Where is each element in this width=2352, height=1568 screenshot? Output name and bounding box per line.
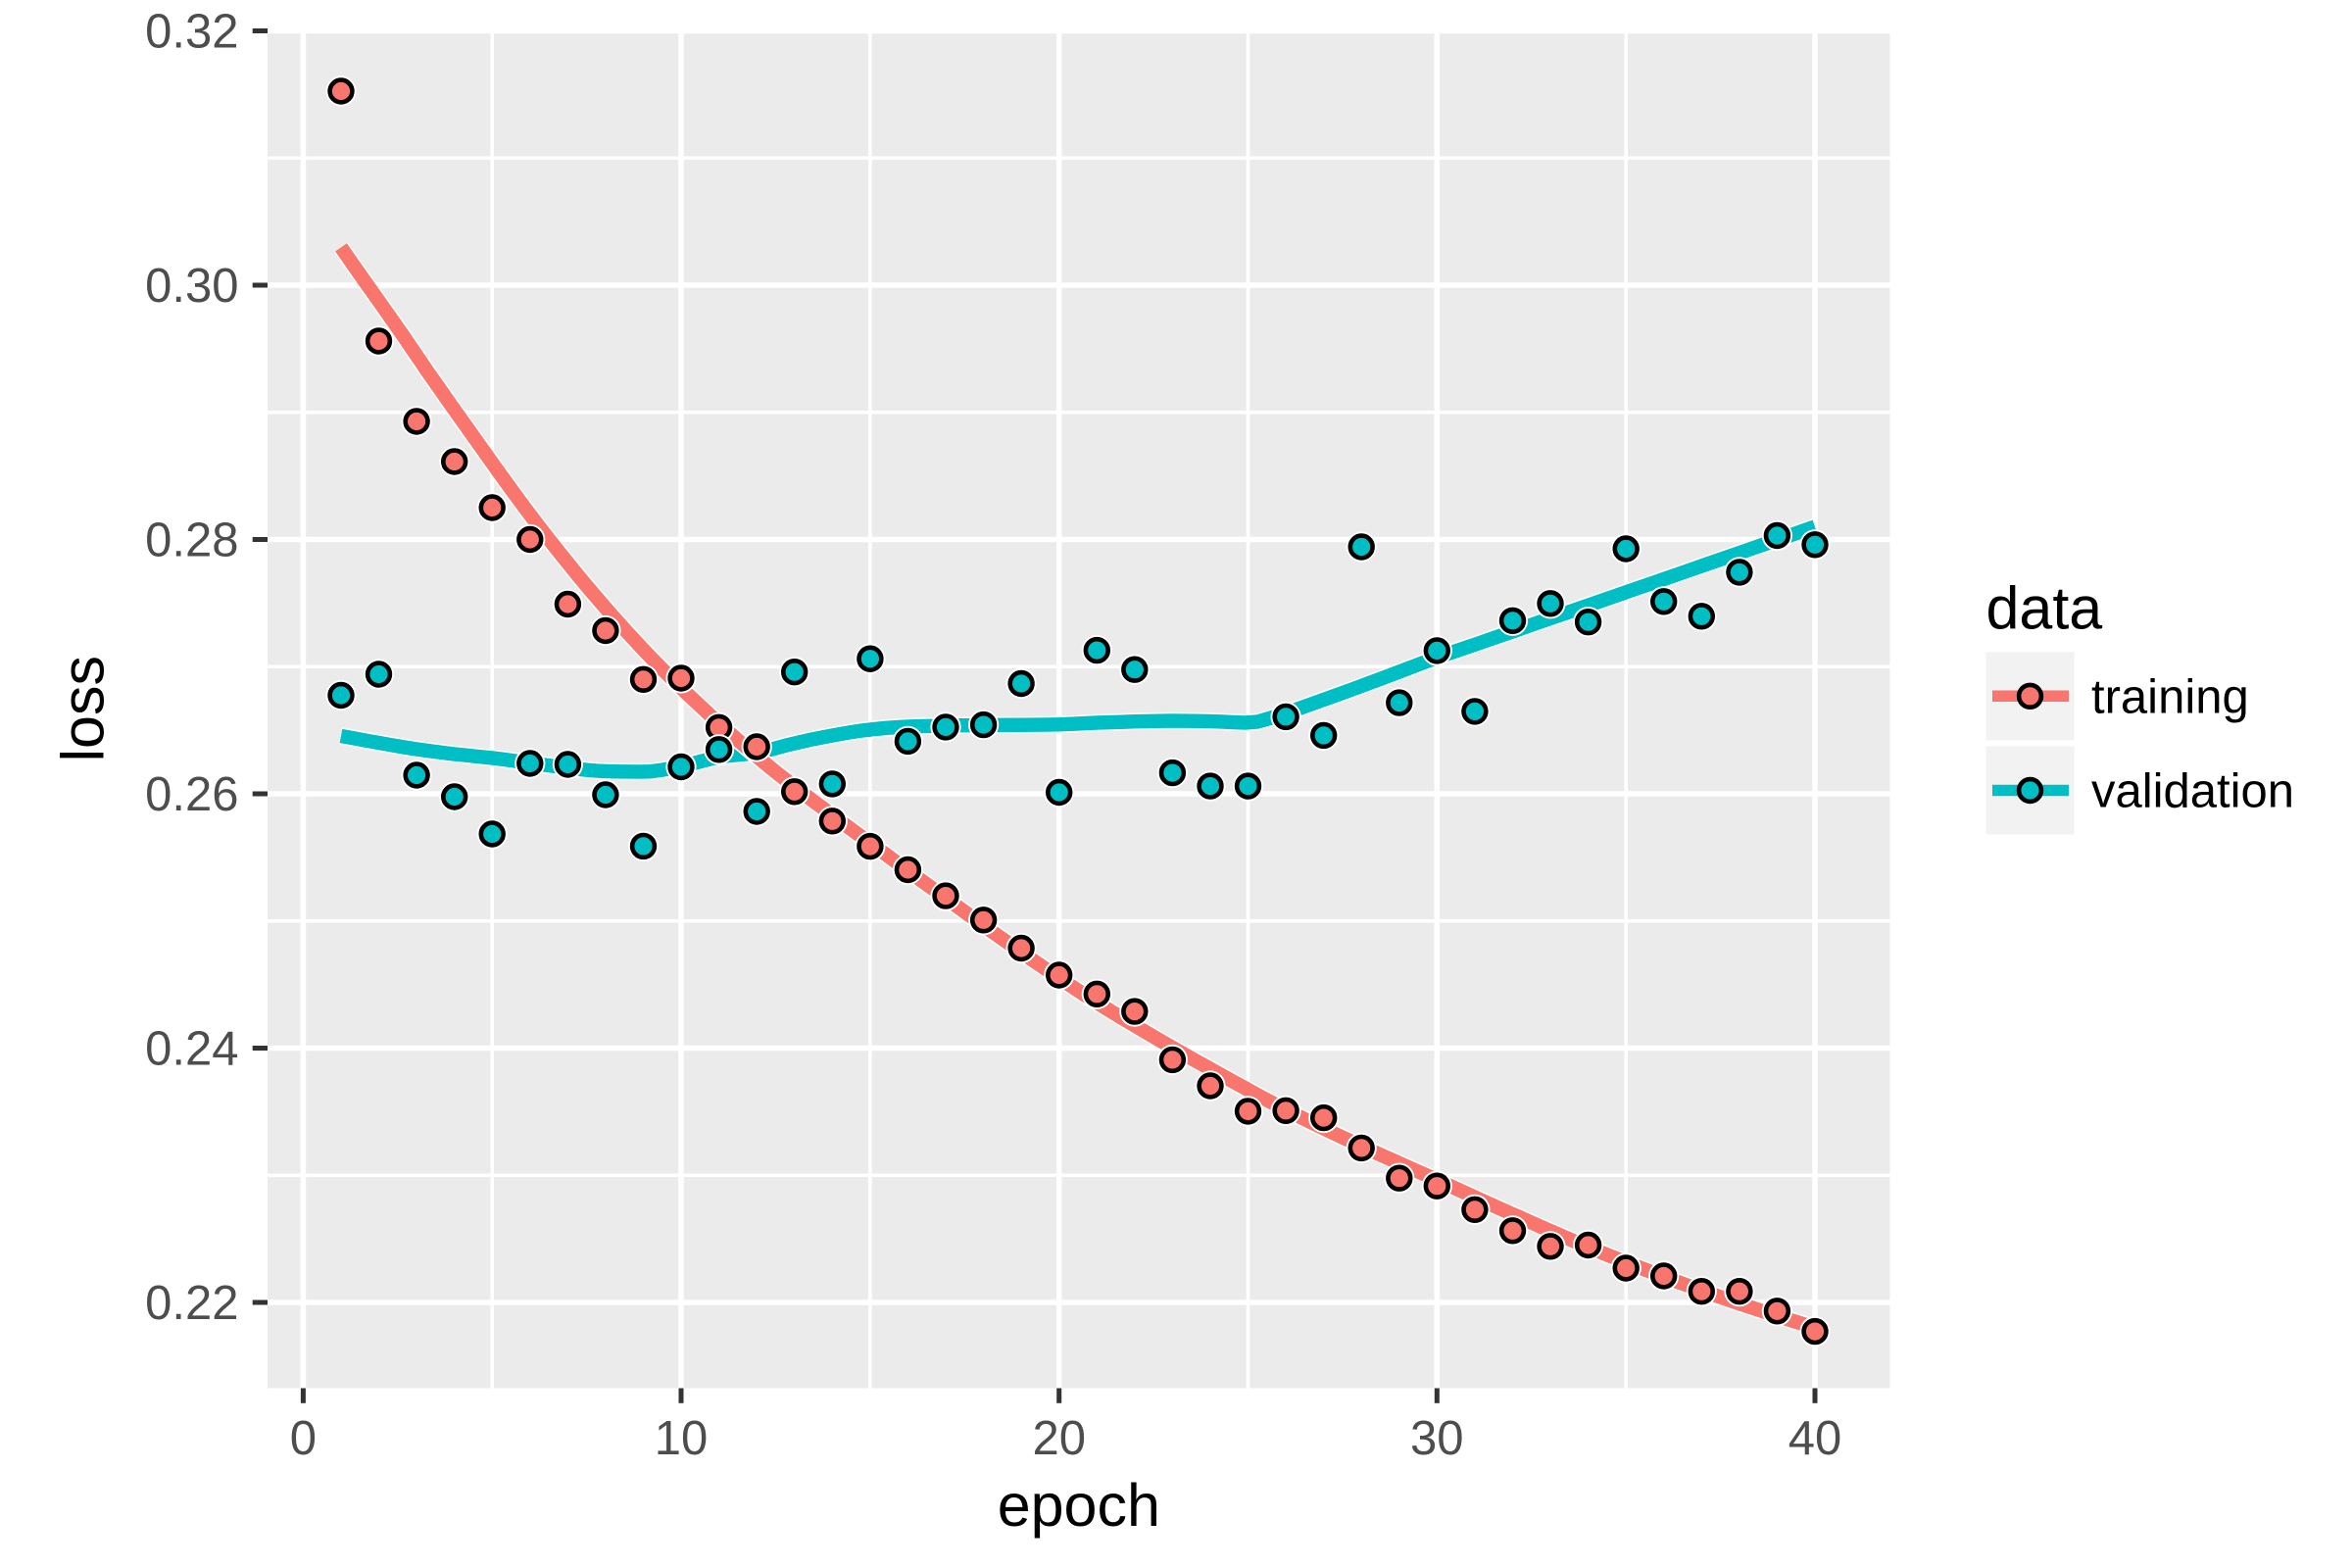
svg-text:epoch: epoch xyxy=(998,1472,1160,1539)
svg-text:0.26: 0.26 xyxy=(145,768,238,821)
svg-text:validation: validation xyxy=(2091,765,2294,818)
svg-text:loss: loss xyxy=(50,656,117,761)
svg-text:0.32: 0.32 xyxy=(145,6,238,59)
svg-text:40: 40 xyxy=(1788,1412,1842,1465)
svg-text:data: data xyxy=(1986,575,2103,642)
svg-text:0: 0 xyxy=(290,1412,317,1465)
svg-text:0.22: 0.22 xyxy=(145,1277,238,1330)
svg-text:10: 10 xyxy=(655,1412,709,1465)
svg-text:training: training xyxy=(2091,671,2249,724)
svg-text:0.28: 0.28 xyxy=(145,514,238,567)
svg-text:30: 30 xyxy=(1410,1412,1464,1465)
svg-text:0.24: 0.24 xyxy=(145,1023,238,1076)
svg-text:0.30: 0.30 xyxy=(145,260,238,313)
svg-text:20: 20 xyxy=(1032,1412,1086,1465)
